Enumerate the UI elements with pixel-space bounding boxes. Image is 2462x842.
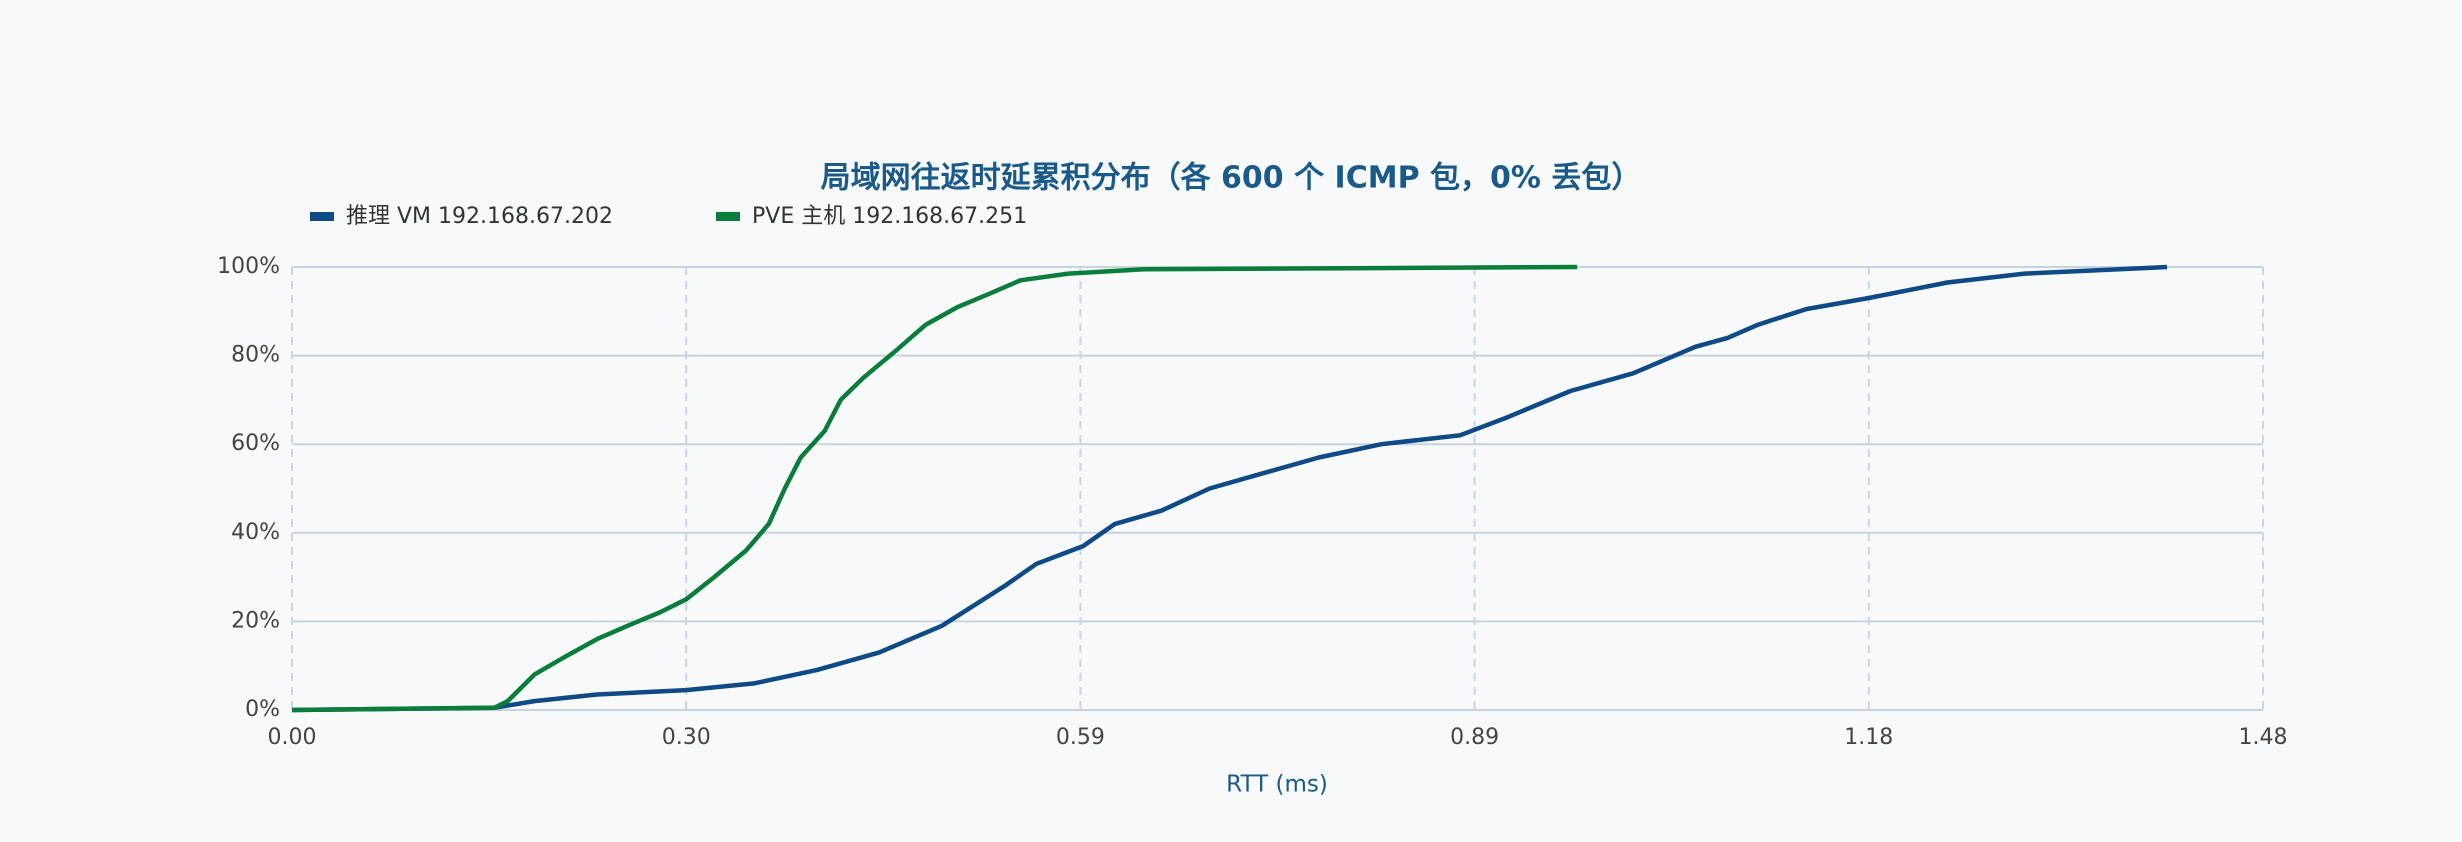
x-tick-label: 1.48 bbox=[2239, 725, 2288, 750]
x-tick-label: 0.59 bbox=[1056, 725, 1105, 750]
series-line bbox=[291, 264, 2168, 713]
y-tick-label: 40% bbox=[231, 520, 280, 545]
legend-swatch bbox=[310, 212, 334, 221]
y-tick-label: 20% bbox=[231, 608, 280, 633]
x-tick-label: 0.30 bbox=[662, 725, 711, 750]
chart-title: 局域网往返时延累积分布（各 600 个 ICMP 包，0% 丢包） bbox=[821, 161, 1642, 196]
x-axis-label: RTT (ms) bbox=[1226, 772, 1328, 798]
series-line bbox=[291, 264, 1578, 713]
legend-label: PVE 主机 192.168.67.251 bbox=[752, 204, 1027, 229]
legend-label: 推理 VM 192.168.67.202 bbox=[346, 204, 613, 229]
legend-swatch bbox=[716, 212, 740, 221]
y-tick-label: 0% bbox=[245, 697, 280, 722]
y-tick-label: 60% bbox=[231, 431, 280, 456]
x-tick-label: 0.00 bbox=[268, 725, 317, 750]
y-tick-label: 100% bbox=[217, 254, 280, 279]
x-tick-label: 0.89 bbox=[1450, 725, 1499, 750]
y-tick-label: 80% bbox=[231, 343, 280, 368]
x-tick-label: 1.18 bbox=[1844, 725, 1893, 750]
